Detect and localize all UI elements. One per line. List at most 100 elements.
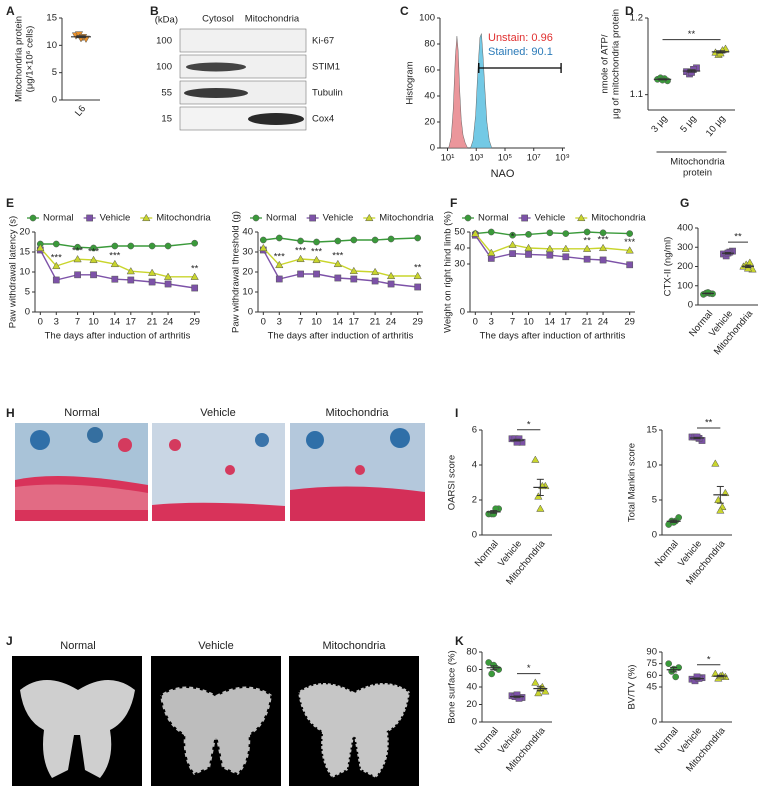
panel-label: K xyxy=(455,634,464,648)
legend-marker xyxy=(86,214,93,222)
y-tick-label: 40 xyxy=(454,243,465,254)
data-point xyxy=(386,271,396,280)
image-title: Mitochondria xyxy=(326,407,390,419)
x-tick-label: 14 xyxy=(545,317,556,328)
y-tick-label: 15 xyxy=(19,247,30,258)
y-tick-label: 60 xyxy=(466,664,477,675)
western-blot: (kDa) Cytosol Mitochondria 100 100 55 15… xyxy=(155,14,343,131)
panel-label: J xyxy=(6,634,13,648)
y-tick-label: 0 xyxy=(472,717,477,728)
significance-label: *** xyxy=(274,252,285,263)
blot-column: Cytosol xyxy=(202,14,234,25)
panel-label: A xyxy=(6,4,15,18)
data-point xyxy=(191,284,199,292)
y-axis-title: BV/TV (%) xyxy=(627,665,638,710)
data-point xyxy=(334,274,342,282)
legend-label: Vehicle xyxy=(100,213,131,224)
y-tick-label: 75 xyxy=(646,658,657,669)
legend-marker xyxy=(577,213,586,222)
data-point xyxy=(275,275,283,283)
y-tick-label: 5 xyxy=(25,287,30,298)
data-point xyxy=(126,266,135,275)
y-tick-label: 40 xyxy=(466,682,477,693)
data-point xyxy=(508,240,517,248)
microct-image xyxy=(289,656,419,786)
y-tick-label: 40 xyxy=(242,227,253,238)
data-point xyxy=(349,266,358,275)
y-axis-title: Paw withdrawal threshold (g) xyxy=(231,211,242,333)
panel-label: H xyxy=(6,406,15,420)
data-point xyxy=(163,272,173,280)
x-tick-label: 10⁵ xyxy=(498,153,513,164)
data-point xyxy=(546,229,554,237)
blot-marker: 55 xyxy=(161,88,172,99)
y-axis-title: Total Mankin score xyxy=(627,443,638,522)
significance-label: *** xyxy=(624,237,635,248)
data-point xyxy=(626,261,634,269)
x-tick-label: 7 xyxy=(510,317,515,328)
data-point xyxy=(259,243,268,252)
data-point xyxy=(534,688,543,697)
legend-marker xyxy=(521,214,528,222)
y-axis-title: Bone surface (%) xyxy=(447,650,458,723)
data-point xyxy=(350,275,358,283)
y-tick-label: 0 xyxy=(652,717,657,728)
data-point xyxy=(148,278,156,286)
data-point xyxy=(313,238,320,246)
y-tick-label: 10 xyxy=(242,287,253,298)
data-point xyxy=(164,280,172,288)
significance-label: *** xyxy=(88,247,99,258)
legend-label: Mitochondria xyxy=(379,213,434,224)
significance-label: * xyxy=(527,419,531,430)
data-point xyxy=(89,255,98,264)
significance-label: ** xyxy=(414,263,422,274)
data-point xyxy=(36,243,45,252)
significance-label: ** xyxy=(705,418,713,429)
x-tick-label: 0 xyxy=(473,317,478,328)
data-point xyxy=(534,492,543,500)
y-tick-label: 1.1 xyxy=(630,89,643,100)
x-tick-label: 3 xyxy=(277,317,282,328)
x-tick-label: 10 xyxy=(523,317,534,328)
data-point xyxy=(716,506,725,514)
microct-image xyxy=(12,656,142,786)
x-tick-label: Normal xyxy=(653,538,681,569)
data-point xyxy=(297,237,304,245)
blot-band xyxy=(248,113,304,125)
y-tick-label: 200 xyxy=(677,261,693,272)
y-tick-label: 90 xyxy=(646,647,657,658)
x-axis-title: NAO xyxy=(491,168,515,180)
y-tick-label: 50 xyxy=(454,227,465,238)
significance-label: * xyxy=(511,231,515,242)
blot-label: Tubulin xyxy=(312,88,343,99)
panel-label: I xyxy=(455,406,458,420)
data-point xyxy=(312,255,321,264)
data-point xyxy=(525,231,532,238)
x-tick-label: 10⁹ xyxy=(555,153,570,164)
data-point xyxy=(562,230,570,237)
legend-label: Mitochondria xyxy=(591,213,646,224)
data-point xyxy=(52,261,61,270)
significance-label: ** xyxy=(191,263,199,274)
x-tick-label: 10³ xyxy=(469,153,483,164)
x-axis-title: The days after induction of arthritis xyxy=(45,331,191,342)
y-axis-title: Weight on right hind limb (%) xyxy=(443,211,454,333)
significance-label: *** xyxy=(332,251,343,262)
y-tick-label: 20 xyxy=(466,699,477,710)
y-tick-label: 30 xyxy=(454,259,465,270)
y-tick-label: 0 xyxy=(652,530,657,541)
y-tick-label: 0 xyxy=(472,530,477,541)
x-tick-label: 14 xyxy=(333,317,344,328)
y-tick-label: 15 xyxy=(46,13,57,24)
x-tick-label: 3 μg xyxy=(649,113,669,134)
data-point xyxy=(164,242,172,250)
legend-marker xyxy=(142,213,151,222)
y-tick-label: 20 xyxy=(424,117,435,128)
x-tick-label: Normal xyxy=(473,725,501,756)
data-point xyxy=(487,248,496,256)
x-tick-label: L6 xyxy=(73,103,88,118)
significance-label: *** xyxy=(295,246,306,257)
data-point xyxy=(487,228,495,236)
y-tick-label: 30 xyxy=(242,247,253,258)
significance-label: * xyxy=(707,654,711,665)
